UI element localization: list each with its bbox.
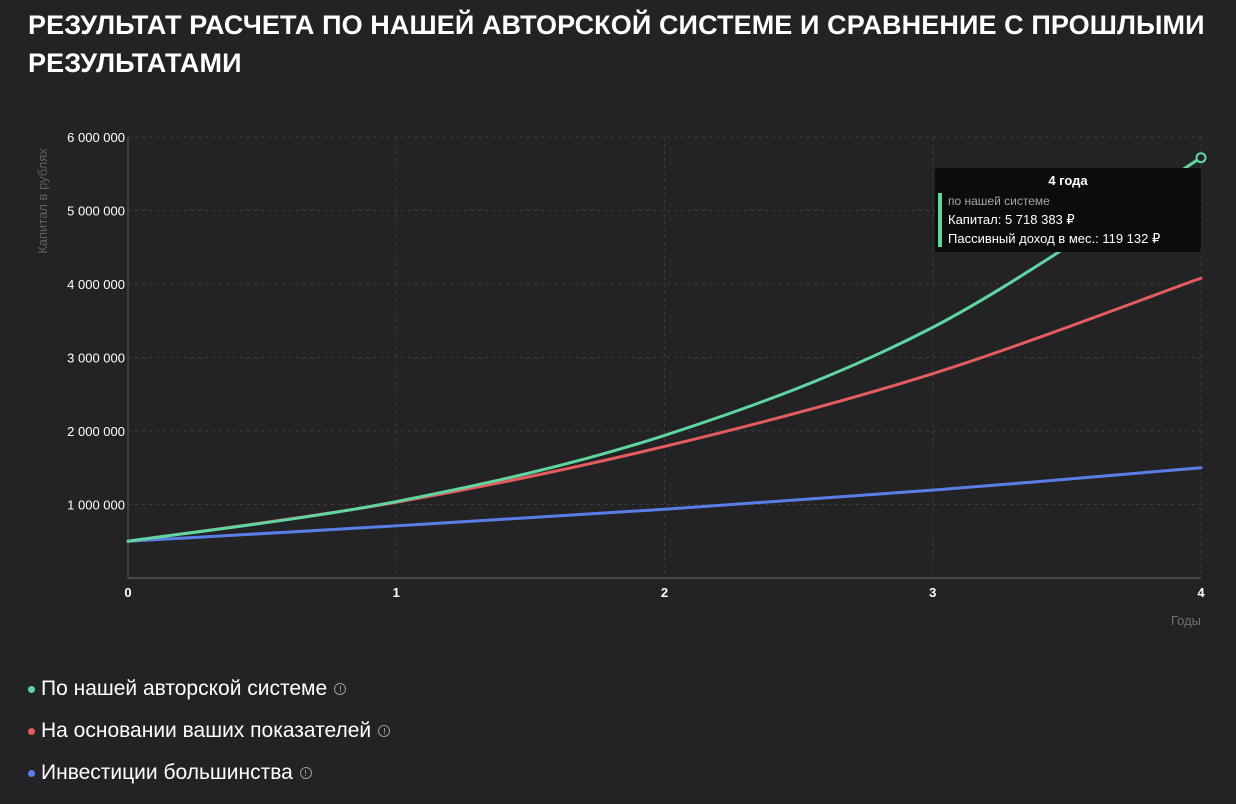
x-axis-title: Годы — [1171, 613, 1201, 628]
legend-label: На основании ваших показателей — [41, 719, 372, 742]
tooltip-capital: Капитал: 5 718 383 ₽ — [948, 212, 1075, 227]
y-tick-label: 4 000 000 — [67, 277, 125, 292]
y-tick-label: 6 000 000 — [67, 130, 125, 145]
x-tick-label: 1 — [393, 585, 400, 600]
chart-axes: 1 000 000 2 000 000 3 000 000 4 000 000 5 00… — [35, 130, 1205, 628]
x-tick-label: 4 — [1197, 585, 1205, 600]
hover-point — [1195, 152, 1207, 164]
x-tick-label: 2 — [661, 585, 668, 600]
y-tick-label: 2 000 000 — [67, 424, 125, 439]
series-line-0 — [126, 156, 1203, 543]
x-tick-label: 0 — [124, 585, 131, 600]
y-axis-title: Капитал в рублях — [35, 148, 50, 254]
legend-item-your-indicators[interactable]: На основании ваших показателей — [28, 710, 391, 752]
info-icon[interactable] — [378, 725, 391, 737]
y-tick-label: 3 000 000 — [67, 351, 125, 366]
legend-dot-green — [28, 685, 35, 693]
info-icon[interactable] — [299, 767, 312, 779]
y-tick-label: 5 000 000 — [67, 204, 125, 219]
legend-label: Инвестиции большинства — [41, 761, 293, 784]
series-line-2 — [126, 466, 1203, 543]
page-title: РЕЗУЛЬТАТ РАСЧЕТА ПО НАШЕЙ АВТОРСКОЙ СИС… — [28, 10, 1205, 78]
legend-dot-blue — [28, 769, 35, 777]
legend-item-majority-investments[interactable]: Инвестиции большинства — [28, 752, 390, 794]
legend-dot-red — [28, 727, 35, 735]
chart-series — [126, 152, 1207, 543]
tooltip-series-name: по нашей системе — [948, 194, 1050, 208]
legend-item-author-system[interactable]: По нашей авторской системе — [28, 668, 390, 710]
tooltip-series-marker — [938, 193, 942, 247]
x-tick-label: 3 — [929, 585, 936, 600]
legend-label: По нашей авторской системе — [41, 677, 328, 700]
chart-tooltip: 4 года по нашей системе Капитал: 5 718 3… — [935, 168, 1201, 252]
tooltip-title: 4 года — [1048, 173, 1088, 188]
info-icon[interactable] — [334, 683, 347, 695]
y-tick-label: 1 000 000 — [67, 498, 125, 513]
capital-growth-chart[interactable]: 1 000 000 2 000 000 3 000 000 4 000 000 5 00… — [0, 0, 1236, 660]
chart-legend: По нашей авторской системе На основании … — [28, 668, 391, 794]
tooltip-passive-income: Пассивный доход в мес.: 119 132 ₽ — [948, 231, 1161, 246]
